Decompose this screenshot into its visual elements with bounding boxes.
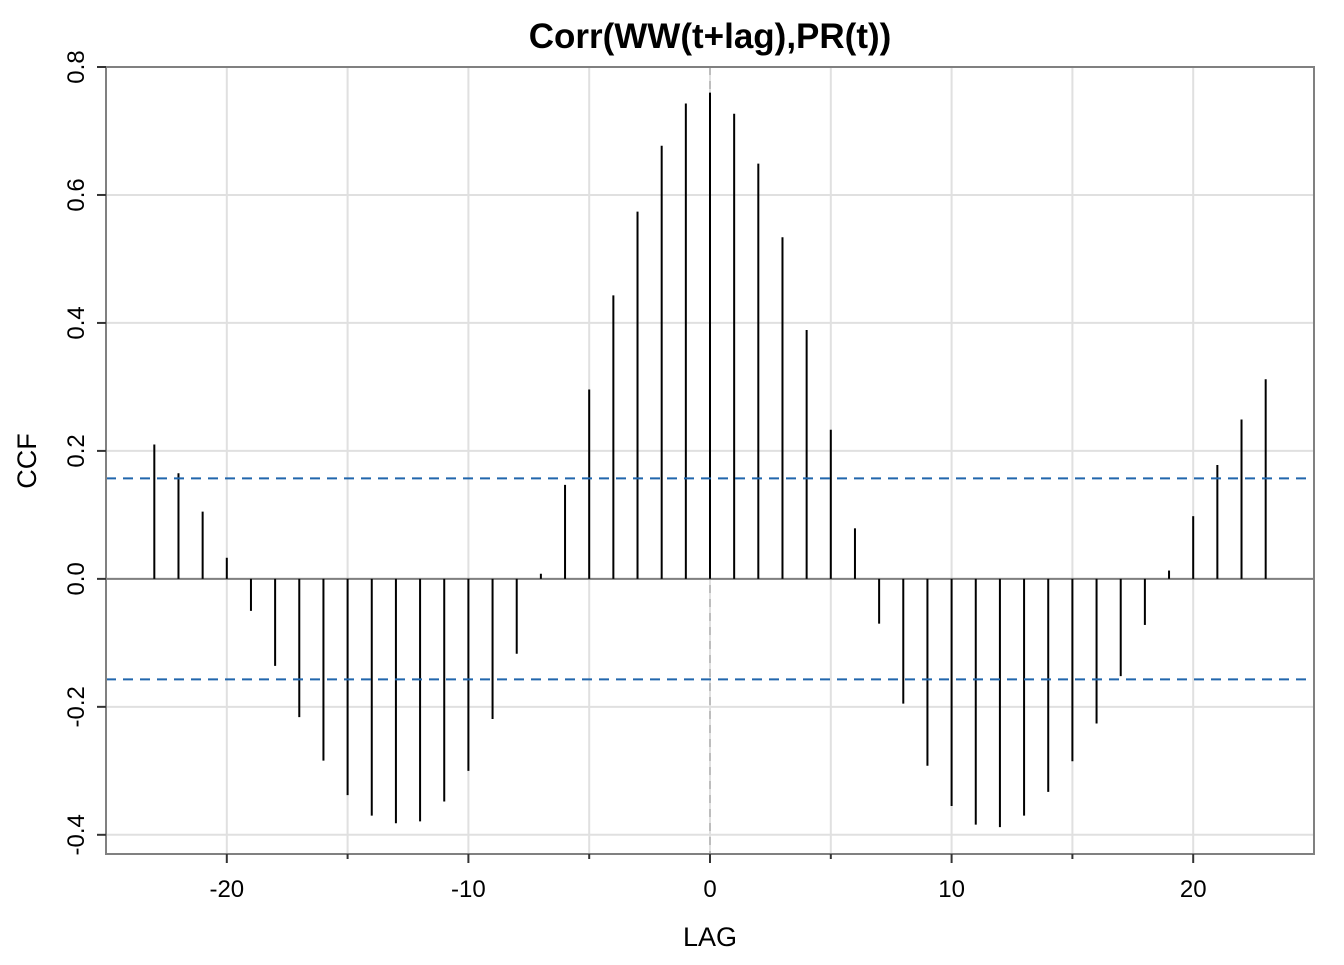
x-axis-label: LAG bbox=[683, 922, 737, 952]
x-tick-label: -20 bbox=[209, 876, 244, 903]
y-tick-label: -0.2 bbox=[63, 686, 90, 727]
x-tick-label: -10 bbox=[451, 876, 486, 903]
chart-title: Corr(WW(t+lag),PR(t)) bbox=[529, 17, 892, 56]
y-tick-label: -0.4 bbox=[63, 814, 90, 855]
x-tick-label: 10 bbox=[938, 876, 965, 903]
ccf-bars bbox=[153, 92, 1267, 828]
axis-ticks: -20 -10 0 10 20 -0.4 -0.2 0.0 0.2 0.4 0.6 0.8 bbox=[63, 50, 1207, 903]
y-tick-label: 0.0 bbox=[63, 562, 90, 595]
x-tick-label: 20 bbox=[1180, 876, 1207, 903]
y-tick-label: 0.6 bbox=[63, 178, 90, 211]
x-tick-label: 0 bbox=[703, 876, 716, 903]
y-tick-label: 0.4 bbox=[63, 306, 90, 339]
y-tick-label: 0.2 bbox=[63, 434, 90, 467]
y-axis-label: CCF bbox=[12, 433, 42, 489]
confidence-bounds bbox=[106, 477, 1314, 681]
y-tick-label: 0.8 bbox=[63, 50, 90, 83]
